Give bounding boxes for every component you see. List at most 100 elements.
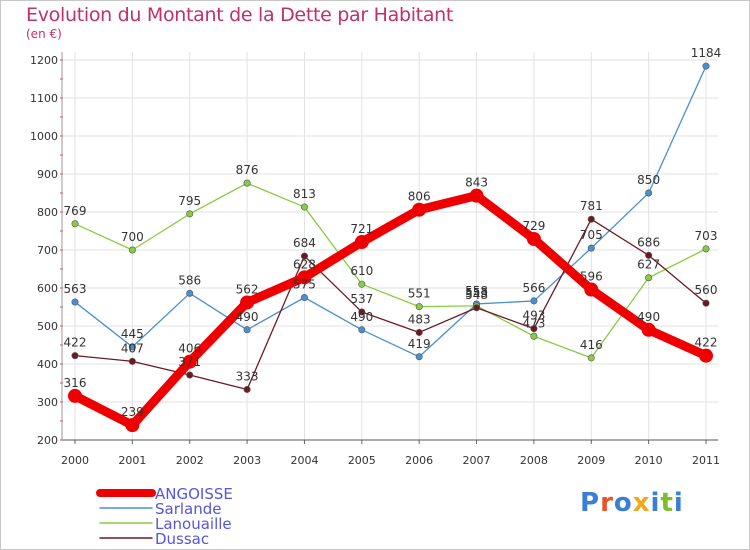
data-point — [645, 251, 653, 259]
data-point — [530, 297, 538, 305]
data-point — [128, 357, 136, 365]
y-tick-label: 500 — [37, 320, 58, 333]
data-point — [530, 325, 538, 333]
data-point — [412, 202, 427, 217]
data-label: 548 — [465, 288, 488, 302]
proxiti-logo: Proxiti — [580, 488, 684, 518]
data-point — [702, 62, 710, 70]
data-point — [415, 328, 423, 336]
logo-letter: o — [613, 488, 633, 518]
data-label: 562 — [236, 282, 259, 296]
y-tick-label: 800 — [37, 206, 58, 219]
y-tick-label: 200 — [37, 434, 58, 447]
y-tick-label: 1000 — [30, 130, 58, 143]
data-label: 490 — [637, 310, 660, 324]
data-label: 239 — [121, 405, 144, 419]
x-tick-label: 2010 — [635, 454, 663, 467]
data-label: 795 — [178, 194, 201, 208]
data-label: 700 — [121, 230, 144, 244]
data-label: 684 — [293, 236, 316, 250]
data-point — [587, 354, 595, 362]
grid-lines — [62, 52, 718, 441]
x-tick-label: 2007 — [463, 454, 491, 467]
data-label: 575 — [293, 278, 316, 292]
data-point — [530, 332, 538, 340]
data-point — [358, 308, 366, 316]
axes: 200 300 400 500 600 700 800 900 1000 1100 1200 2000… — [30, 52, 720, 467]
data-point — [699, 348, 713, 363]
chart-unit: (en €) — [26, 27, 62, 41]
logo-letter: x — [632, 488, 651, 518]
data-label: 473 — [522, 316, 545, 330]
data-label: 627 — [637, 258, 660, 272]
data-label: 769 — [64, 204, 87, 218]
data-point — [702, 299, 710, 307]
series-line — [70, 191, 711, 430]
data-label: 729 — [522, 219, 545, 233]
data-point — [300, 203, 308, 211]
data-label: 422 — [695, 336, 718, 350]
data-point — [473, 304, 481, 312]
legend-label: Sarlande — [155, 500, 222, 518]
data-label: 333 — [236, 369, 259, 383]
data-labels: 316 239 406 562 628 721 806 843 729 596 490 422 563 4… — [64, 46, 722, 419]
plot-area — [62, 52, 718, 440]
data-point — [641, 322, 656, 337]
data-label: 586 — [178, 273, 201, 287]
data-label: 703 — [695, 229, 718, 243]
data-point — [415, 353, 423, 361]
data-label: 558 — [465, 284, 488, 298]
series-line — [74, 65, 707, 358]
data-label: 806 — [408, 190, 431, 204]
series-angoisse — [68, 188, 713, 433]
data-point — [300, 293, 308, 301]
logo-letter: i — [673, 488, 684, 518]
chart-title: Evolution du Montant de la Dette par Hab… — [26, 4, 454, 26]
logo-letter: r — [600, 488, 614, 518]
data-point — [128, 246, 136, 254]
data-label: 560 — [695, 283, 718, 297]
y-tick-label: 600 — [37, 282, 58, 295]
x-tick-label: 2001 — [118, 454, 146, 467]
y-tick-label: 1200 — [30, 54, 58, 67]
data-point — [645, 274, 653, 282]
data-label: 490 — [236, 310, 259, 324]
data-label: 422 — [64, 336, 87, 350]
data-point — [645, 189, 653, 197]
data-label: 721 — [350, 222, 373, 236]
x-tick-label: 2002 — [176, 454, 204, 467]
data-point — [182, 354, 197, 369]
data-point — [587, 244, 595, 252]
legend-label: Dussac — [155, 530, 209, 548]
data-point — [300, 252, 308, 260]
data-label: 445 — [121, 327, 144, 341]
x-tick-label: 2011 — [692, 454, 720, 467]
data-label: 843 — [465, 176, 488, 190]
y-tick-label: 900 — [37, 168, 58, 181]
y-tick-label: 300 — [37, 396, 58, 409]
data-point — [71, 352, 79, 360]
data-point — [125, 418, 140, 433]
data-label: 850 — [637, 173, 660, 187]
data-point — [240, 295, 255, 310]
series-layer — [68, 62, 713, 433]
data-point — [128, 343, 136, 351]
logo-letter: P — [580, 488, 601, 518]
data-label: 493 — [522, 309, 545, 323]
data-label: 553 — [465, 286, 488, 300]
data-label: 1184 — [691, 46, 722, 60]
data-point — [68, 388, 82, 403]
data-label: 686 — [637, 235, 660, 249]
x-tick-label: 2000 — [61, 454, 89, 467]
data-point — [71, 220, 79, 228]
series-line — [74, 182, 707, 359]
y-tick-label: 400 — [37, 358, 58, 371]
data-point — [415, 303, 423, 311]
data-label: 596 — [580, 270, 603, 284]
data-point — [354, 235, 369, 250]
legend-label: Lanouaille — [155, 515, 232, 533]
x-tick-label: 2009 — [577, 454, 605, 467]
data-label: 813 — [293, 187, 316, 201]
